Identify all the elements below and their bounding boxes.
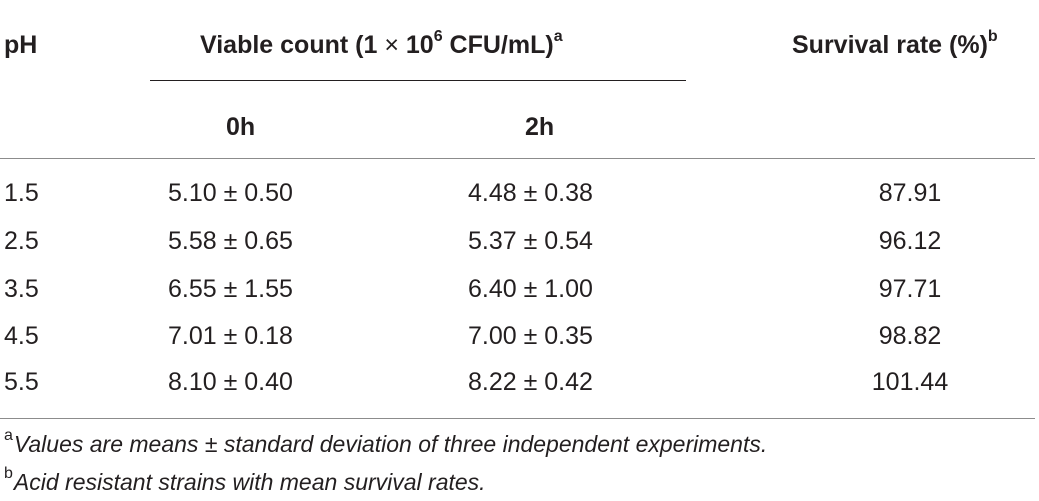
header-viable-count: Viable count (1 × 106 CFU/mL)a: [200, 27, 563, 60]
cell-survival: 98.82: [878, 322, 942, 350]
cell-count-0h: 8.10 ± 0.40: [168, 368, 293, 396]
footnote-b-text: Acid resistant strains with mean surviva…: [13, 469, 486, 495]
header-survival-rate: Survival rate (%)b: [792, 27, 998, 60]
header-viable-times: ×: [384, 31, 399, 59]
cell-count-2h: 8.22 ± 0.42: [468, 368, 593, 396]
header-viable-suffix: CFU/mL): [449, 31, 554, 59]
cell-count-2h: 5.37 ± 0.54: [468, 227, 593, 255]
cell-survival: 101.44: [871, 368, 949, 396]
footnote-a-mark: a: [4, 427, 13, 445]
header-survival-label: Survival rate (%): [792, 31, 988, 59]
cell-survival: 87.91: [878, 179, 942, 207]
cell-survival: 97.71: [878, 275, 942, 303]
cell-ph: 2.5: [4, 227, 39, 255]
cell-count-0h: 7.01 ± 0.18: [168, 322, 293, 350]
cell-ph: 3.5: [4, 275, 39, 303]
footnote-b: bAcid resistant strains with mean surviv…: [4, 465, 486, 496]
header-viable-exponent: 6: [433, 27, 443, 45]
cell-count-0h: 6.55 ± 1.55: [168, 275, 293, 303]
header-2h: 2h: [525, 113, 555, 141]
cell-count-2h: 4.48 ± 0.38: [468, 179, 593, 207]
footnote-a: aValues are means ± standard deviation o…: [4, 427, 768, 458]
cell-ph: 4.5: [4, 322, 39, 350]
header-bottom-rule: [0, 158, 1035, 159]
cell-count-0h: 5.58 ± 0.65: [168, 227, 293, 255]
footnote-mark-a: a: [553, 27, 563, 45]
cell-ph: 5.5: [4, 368, 39, 396]
header-viable-prefix: Viable count (1: [200, 31, 378, 59]
footnote-mark-b: b: [987, 27, 998, 45]
header-ph: pH: [4, 31, 38, 59]
cell-count-2h: 6.40 ± 1.00: [468, 275, 593, 303]
header-0h: 0h: [226, 113, 256, 141]
cell-survival: 96.12: [878, 227, 942, 255]
table-bottom-rule: [0, 418, 1035, 419]
header-span-rule: [150, 80, 686, 81]
cell-count-2h: 7.00 ± 0.35: [468, 322, 593, 350]
cell-count-0h: 5.10 ± 0.50: [168, 179, 293, 207]
footnote-b-mark: b: [4, 465, 13, 483]
cell-ph: 1.5: [4, 179, 39, 207]
header-viable-base: 10: [405, 31, 434, 59]
footnote-a-text: Values are means ± standard deviation of…: [13, 431, 768, 457]
